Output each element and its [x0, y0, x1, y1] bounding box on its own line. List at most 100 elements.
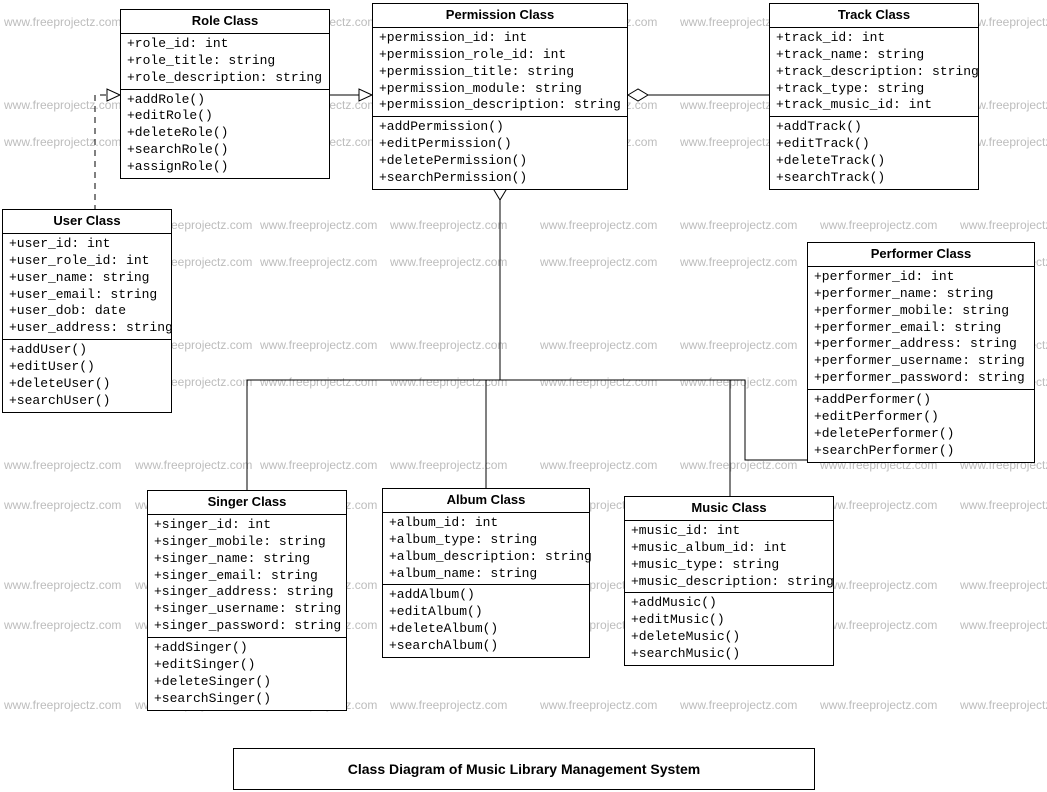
watermark-text: www.freeprojectz.com [820, 498, 937, 512]
attribute-row: +album_description: string [389, 549, 583, 566]
attribute-row: +singer_name: string [154, 551, 340, 568]
method-row: +searchRole() [127, 142, 323, 159]
attribute-row: +performer_name: string [814, 286, 1028, 303]
class-title-track: Track Class [770, 4, 978, 28]
method-row: +deletePermission() [379, 153, 621, 170]
attribute-row: +user_name: string [9, 270, 165, 287]
watermark-text: www.freeprojectz.com [680, 458, 797, 472]
method-row: +searchSinger() [154, 691, 340, 708]
method-row: +searchMusic() [631, 646, 827, 663]
attribute-row: +role_title: string [127, 53, 323, 70]
class-methods-performer: +addPerformer()+editPerformer()+deletePe… [808, 390, 1034, 462]
watermark-text: www.freeprojectz.com [960, 218, 1047, 232]
class-attributes-role: +role_id: int+role_title: string+role_de… [121, 34, 329, 90]
attribute-row: +role_id: int [127, 36, 323, 53]
watermark-text: www.freeprojectz.com [260, 255, 377, 269]
class-permission: Permission Class+permission_id: int+perm… [372, 3, 628, 190]
diagram-caption: Class Diagram of Music Library Managemen… [233, 748, 815, 790]
method-row: +addPerformer() [814, 392, 1028, 409]
method-row: +addRole() [127, 92, 323, 109]
class-singer: Singer Class+singer_id: int+singer_mobil… [147, 490, 347, 711]
method-row: +deleteSinger() [154, 674, 340, 691]
attribute-row: +track_music_id: int [776, 97, 972, 114]
watermark-text: www.freeprojectz.com [680, 218, 797, 232]
watermark-text: www.freeprojectz.com [4, 498, 121, 512]
watermark-text: www.freeprojectz.com [390, 458, 507, 472]
edge-music-hub [500, 380, 730, 496]
watermark-text: www.freeprojectz.com [820, 218, 937, 232]
class-title-singer: Singer Class [148, 491, 346, 515]
class-methods-role: +addRole()+editRole()+deleteRole()+searc… [121, 90, 329, 178]
watermark-text: www.freeprojectz.com [4, 698, 121, 712]
class-title-music: Music Class [625, 497, 833, 521]
method-row: +searchPerformer() [814, 443, 1028, 460]
method-row: +addSinger() [154, 640, 340, 657]
class-methods-music: +addMusic()+editMusic()+deleteMusic()+se… [625, 593, 833, 665]
class-attributes-track: +track_id: int+track_name: string +track_… [770, 28, 978, 117]
method-row: +editAlbum() [389, 604, 583, 621]
watermark-text: www.freeprojectz.com [135, 458, 252, 472]
attribute-row: +album_id: int [389, 515, 583, 532]
watermark-text: www.freeprojectz.com [960, 698, 1047, 712]
class-performer: Performer Class+performer_id: int+perfor… [807, 242, 1035, 463]
method-row: +editMusic() [631, 612, 827, 629]
watermark-text: www.freeprojectz.com [260, 458, 377, 472]
edge-role-permission [330, 89, 372, 101]
method-row: +deleteUser() [9, 376, 165, 393]
watermark-text: www.freeprojectz.com [960, 498, 1047, 512]
watermark-text: www.freeprojectz.com [820, 698, 937, 712]
watermark-text: www.freeprojectz.com [680, 338, 797, 352]
method-row: +deleteTrack() [776, 153, 972, 170]
class-methods-permission: +addPermission()+editPermission()+delete… [373, 117, 627, 189]
attribute-row: +performer_mobile: string [814, 303, 1028, 320]
class-title-permission: Permission Class [373, 4, 627, 28]
attribute-row: +user_dob: date [9, 303, 165, 320]
watermark-text: www.freeprojectz.com [540, 255, 657, 269]
attribute-row: +permission_id: int [379, 30, 621, 47]
class-attributes-performer: +performer_id: int+performer_name: strin… [808, 267, 1034, 390]
caption-text: Class Diagram of Music Library Managemen… [348, 761, 700, 777]
watermark-text: www.freeprojectz.com [4, 618, 121, 632]
attribute-row: +singer_username: string [154, 601, 340, 618]
class-role: Role Class+role_id: int+role_title: stri… [120, 9, 330, 179]
attribute-row: +performer_password: string [814, 370, 1028, 387]
attribute-row: +user_id: int [9, 236, 165, 253]
attribute-row: +performer_username: string [814, 353, 1028, 370]
watermark-text: www.freeprojectz.com [390, 338, 507, 352]
class-attributes-user: +user_id: int+user_role_id: int+user_nam… [3, 234, 171, 340]
class-attributes-singer: +singer_id: int+singer_mobile: string+si… [148, 515, 346, 638]
method-row: +addUser() [9, 342, 165, 359]
method-row: +searchAlbum() [389, 638, 583, 655]
watermark-text: www.freeprojectz.com [540, 458, 657, 472]
class-methods-album: +addAlbum()+editAlbum()+deleteAlbum()+se… [383, 585, 589, 657]
watermark-text: www.freeprojectz.com [680, 698, 797, 712]
attribute-row: +album_type: string [389, 532, 583, 549]
attribute-row: +singer_email: string [154, 568, 340, 585]
attribute-row: +track_type: string [776, 81, 972, 98]
class-title-role: Role Class [121, 10, 329, 34]
method-row: +editPerformer() [814, 409, 1028, 426]
watermark-text: www.freeprojectz.com [4, 15, 121, 29]
method-row: +searchUser() [9, 393, 165, 410]
class-attributes-music: +music_id: int+music_album_id: int+music… [625, 521, 833, 594]
class-title-album: Album Class [383, 489, 589, 513]
watermark-text: www.freeprojectz.com [4, 578, 121, 592]
method-row: +editUser() [9, 359, 165, 376]
attribute-row: +track_id: int [776, 30, 972, 47]
attribute-row: +performer_address: string [814, 336, 1028, 353]
attribute-row: +track_name: string [776, 47, 972, 64]
watermark-text: www.freeprojectz.com [960, 578, 1047, 592]
class-attributes-album: +album_id: int+album_type: string+album_… [383, 513, 589, 586]
attribute-row: +singer_mobile: string [154, 534, 340, 551]
method-row: +deleteAlbum() [389, 621, 583, 638]
method-row: +editRole() [127, 108, 323, 125]
method-row: +editTrack() [776, 136, 972, 153]
attribute-row: +music_type: string [631, 557, 827, 574]
watermark-text: www.freeprojectz.com [390, 255, 507, 269]
method-row: +deleteMusic() [631, 629, 827, 646]
watermark-text: www.freeprojectz.com [820, 578, 937, 592]
method-row: +assignRole() [127, 159, 323, 176]
method-row: +searchTrack() [776, 170, 972, 187]
watermark-text: www.freeprojectz.com [260, 218, 377, 232]
attribute-row: +album_name: string [389, 566, 583, 583]
